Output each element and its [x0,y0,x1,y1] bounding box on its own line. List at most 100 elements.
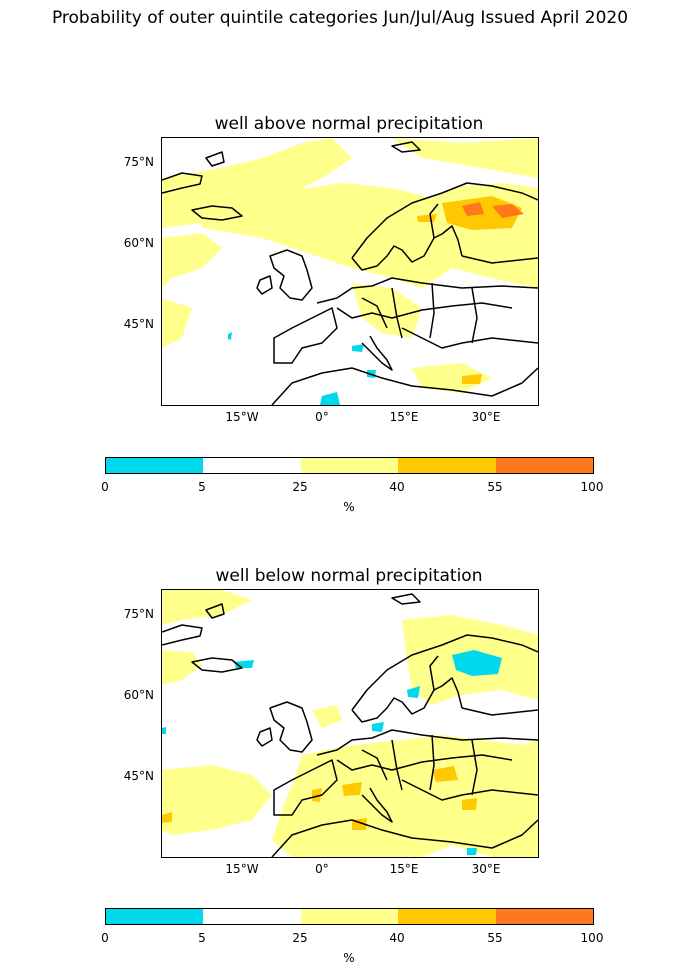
border-europe [429,734,435,791]
coastline-north-africa [271,367,538,405]
figure-title: Probability of outer quintile categories… [51,8,629,28]
lat-label-45n: 45°N [123,769,154,783]
lon-label-30e: 30°E [471,862,501,876]
lon-label-15e: 15°E [389,410,419,424]
coastline-britain [269,249,313,301]
lat-label-60n: 60°N [123,688,154,702]
coastline-iceland [191,205,243,221]
prob-area [392,138,538,178]
colorbar-below [105,908,594,925]
border-europe [391,739,403,791]
lon-label-0: 0° [315,862,329,876]
coastline-scandinavia [351,225,463,271]
border-europe [429,282,435,339]
coastline-baltic [461,255,538,264]
border-europe [336,302,513,319]
colorbar-tick: 55 [487,931,503,945]
coastline-balkans [401,779,538,801]
colorbar-tick: 0 [101,931,109,945]
colorbar-tick: 0 [101,480,109,494]
coastline-iberia [273,307,338,364]
prob-area [467,848,477,855]
prob-area [407,686,420,698]
border-europe [361,297,388,329]
panel-title-below: well below normal precipitation [215,566,483,586]
border-europe [471,287,478,344]
prob-area [462,202,484,216]
colorbar-segment-25-40 [300,909,399,924]
border-europe [391,287,403,339]
prob-area [162,812,172,823]
prob-area [492,204,524,218]
colorbar-tick: 5 [198,480,206,494]
lat-label-75n: 75°N [123,155,154,169]
colorbar-tick: 40 [389,480,405,494]
prob-area [417,214,437,222]
coastline-continent [316,729,538,756]
colorbar-tick: 55 [487,480,503,494]
coastline-svalbard [391,593,421,605]
colorbar-tick: 25 [292,480,308,494]
prob-area [162,590,252,625]
colorbar-segment-40-55 [398,458,496,473]
prob-area [162,298,192,348]
prob-area [372,722,384,732]
coastline-balkans [401,327,538,349]
colorbar-segment-0-5 [106,458,204,473]
border-europe [361,749,388,781]
colorbar-segment-5-25 [203,458,301,473]
prob-area [162,650,202,685]
map-well-above-normal [161,137,539,406]
coastline-greenland [162,624,203,646]
border-sweden [429,203,439,239]
coastline-greenland [162,172,203,194]
prob-area [228,332,232,340]
map-svg-above [162,138,538,405]
prob-area [452,650,502,676]
colorbar-tick: 100 [580,480,604,494]
colorbar-tick: 40 [389,931,405,945]
lon-label-30e: 30°E [471,410,501,424]
coastline-scandinavia [351,634,538,711]
lat-label-45n: 45°N [123,317,154,331]
coastline-italy [361,787,393,823]
colorbar-above [105,457,594,474]
prob-area [272,735,538,857]
lat-label-75n: 75°N [123,607,154,621]
coastline-ireland [256,727,273,747]
colorbar-segment-25-40 [300,458,399,473]
colorbar-tick: 100 [580,931,604,945]
coastline-baltic [461,707,538,716]
lon-label-15e: 15°E [389,862,419,876]
prob-area [312,705,342,728]
coastline-iberia [273,759,338,816]
colorbar-segment-5-25 [203,909,301,924]
prob-area [352,344,364,352]
prob-area [320,392,340,405]
coastline-ireland [256,275,273,295]
lon-label-15w: 15°W [225,410,259,424]
coastline-scandinavia [351,677,463,723]
colorbar-segment-0-5 [106,909,204,924]
map-svg-below [162,590,538,857]
colorbar-unit: % [343,500,355,514]
coastline-north-africa [271,819,538,857]
colorbar-segment-40-55 [398,909,496,924]
coastline-continent [316,277,538,304]
prob-area [312,788,322,802]
border-sweden [429,655,439,691]
colorbar-segment-55-100 [495,458,594,473]
coastline-svalbard [391,141,421,153]
prob-area [352,283,422,338]
colorbar-tick: 25 [292,931,308,945]
coastline-italy [361,335,393,371]
prob-area [162,765,272,835]
border-europe [336,754,513,771]
coastline-scandinavia [351,182,538,259]
prob-area [162,727,166,734]
border-europe [471,739,478,796]
prob-area [412,363,492,393]
coastline-iceland [191,657,243,673]
colorbar-tick: 5 [198,931,206,945]
prob-area [342,782,362,796]
